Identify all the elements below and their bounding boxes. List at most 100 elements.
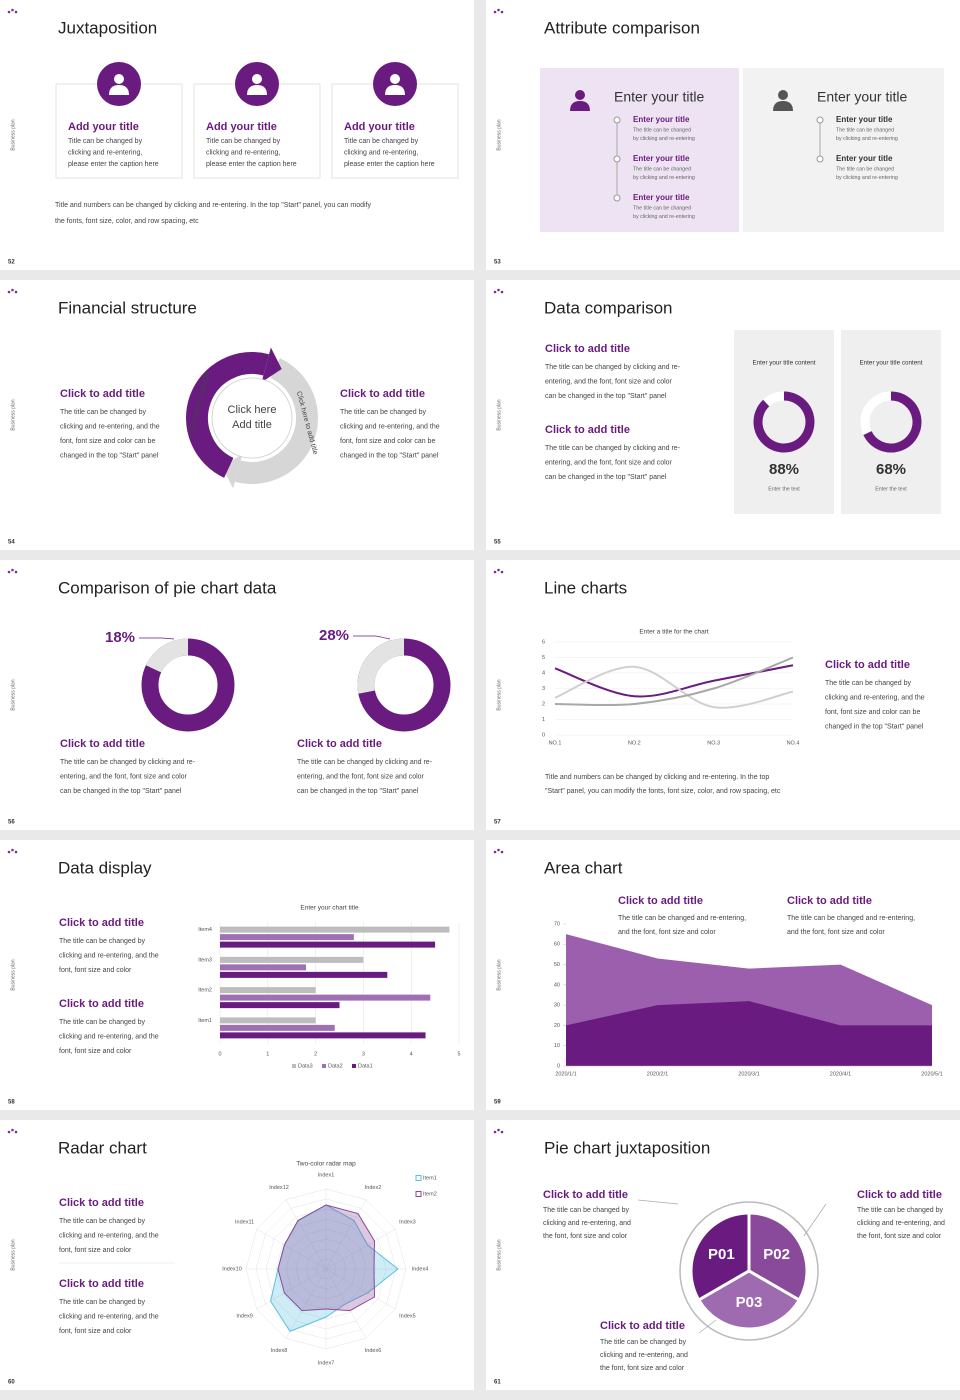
body-text: font, font size and color can be [340, 438, 435, 445]
body-text: The title can be changed by [59, 1299, 146, 1306]
slide: Business plan 53 Attribute comparison Enter… [486, 0, 960, 270]
caption: Enter the text [875, 486, 907, 492]
radar-spoke [325, 1268, 396, 1310]
slide: Business plan 59 Area chart Click to add ti… [486, 840, 960, 1110]
donut-arc [357, 638, 405, 694]
body-text: clicking and re-entering, and [543, 1220, 631, 1227]
logo-dot [14, 1130, 18, 1134]
panel [743, 68, 944, 232]
logo-dot [500, 290, 504, 294]
x-tick-label: 2020/4/1 [830, 1071, 851, 1077]
cycle-arrowhead [261, 347, 282, 383]
logo-dot [500, 570, 504, 574]
pie-slice [696, 1269, 802, 1331]
item-title: Enter your title [633, 154, 690, 163]
block-title: Click to add title [545, 424, 630, 436]
connector [698, 1319, 717, 1334]
body-text: font, font size and color [59, 1048, 132, 1055]
block-title: Click to add title [60, 738, 145, 750]
body-text: The title can be changed [836, 127, 894, 133]
body-text: The title can be changed by [600, 1339, 687, 1346]
body-text: Title can be changed by [344, 138, 419, 145]
item-title: Enter your title [633, 193, 690, 202]
leader-line [353, 635, 391, 640]
block-title: Click to add title [59, 1278, 144, 1290]
body-text: clicking and re-entering, [206, 149, 280, 156]
logo-dot [11, 848, 14, 852]
logo-dot [493, 850, 497, 854]
slide-title: Comparison of pie chart data [58, 578, 277, 597]
body-text: please enter the caption here [206, 161, 297, 168]
body-text: The title can be changed and re-entering… [787, 915, 915, 922]
body-text: font, font size and color [59, 967, 132, 974]
slide: Business plan 54 Financial structure Click … [0, 280, 474, 550]
block-title: Click to add title [59, 917, 144, 929]
y-tick-label: 70 [554, 921, 560, 927]
slide: Business plan 58 Data display Click to add … [0, 840, 474, 1110]
logo-dot [7, 290, 11, 294]
cycle-arrowhead [222, 453, 243, 489]
body-text: Click here [228, 404, 277, 416]
body-text: the font, font size and color [543, 1233, 628, 1240]
category-label: Item4 [198, 927, 212, 933]
card-title: Add your title [68, 121, 139, 133]
cycle-arc [234, 358, 318, 484]
icon-body [109, 85, 129, 95]
bar [220, 1032, 426, 1039]
body-text: by clicking and re-entering [633, 136, 695, 142]
body-text: Title can be changed by [68, 138, 143, 145]
page-number: 55 [494, 540, 501, 546]
body-text: by clicking and re-entering [836, 175, 898, 181]
line-series [554, 665, 794, 709]
body-text: The title can be changed and re-entering… [618, 915, 746, 922]
slide-title: Juxtaposition [58, 18, 157, 37]
legend-swatch [415, 1175, 422, 1181]
y-tick-label: 40 [554, 982, 560, 988]
body-text: entering, and the font, font size and co… [545, 378, 673, 385]
block-title: Click to add title [825, 659, 910, 671]
card-title: Add your title [344, 121, 415, 133]
x-tick-label: NO.3 [707, 740, 720, 746]
slice-label: P01 [708, 1246, 735, 1263]
logo-dot [493, 1130, 497, 1134]
item-title: Enter your title [836, 154, 893, 163]
timeline-dot [613, 194, 621, 202]
icon-body [773, 101, 793, 111]
y-tick-label: 20 [554, 1023, 560, 1029]
body-text: can be changed in the top "Start" panel [297, 788, 419, 795]
donut-arc [145, 638, 189, 673]
icon-head [575, 90, 585, 100]
slide-title: Radar chart [58, 1138, 147, 1157]
bar [220, 941, 436, 948]
connector [803, 1203, 827, 1237]
page-number: 60 [8, 1380, 15, 1386]
area-series [566, 1001, 932, 1066]
logo-dot [14, 850, 18, 854]
page-number: 58 [8, 1100, 15, 1106]
body-text: The title can be changed by [59, 938, 146, 945]
timeline-dot [613, 155, 621, 163]
body-text: Title and numbers can be changed by clic… [545, 774, 769, 781]
bar [220, 934, 354, 941]
line-series [554, 656, 794, 707]
slide-title: Attribute comparison [544, 18, 700, 37]
page-number: 56 [8, 820, 15, 826]
card-title: Enter your title content [752, 360, 815, 367]
block-title: Click to add title [545, 343, 630, 355]
block-title: Click to add title [59, 1197, 144, 1209]
bar [220, 987, 316, 994]
logo-dot [14, 10, 18, 14]
body-text: The title can be changed by clicking and… [297, 759, 433, 766]
card [841, 330, 941, 514]
icon-head [252, 74, 262, 84]
radar-spoke [256, 1228, 327, 1270]
x-tick-label: 0 [218, 1051, 221, 1057]
icon-head [778, 90, 788, 100]
body-text: The title can be changed by [825, 680, 912, 687]
y-tick-label: 2 [542, 701, 545, 707]
body-text: the fonts, font size, color, and row spa… [55, 218, 199, 225]
block-title: Click to add title [600, 1320, 685, 1332]
logo-dot [7, 1130, 11, 1134]
